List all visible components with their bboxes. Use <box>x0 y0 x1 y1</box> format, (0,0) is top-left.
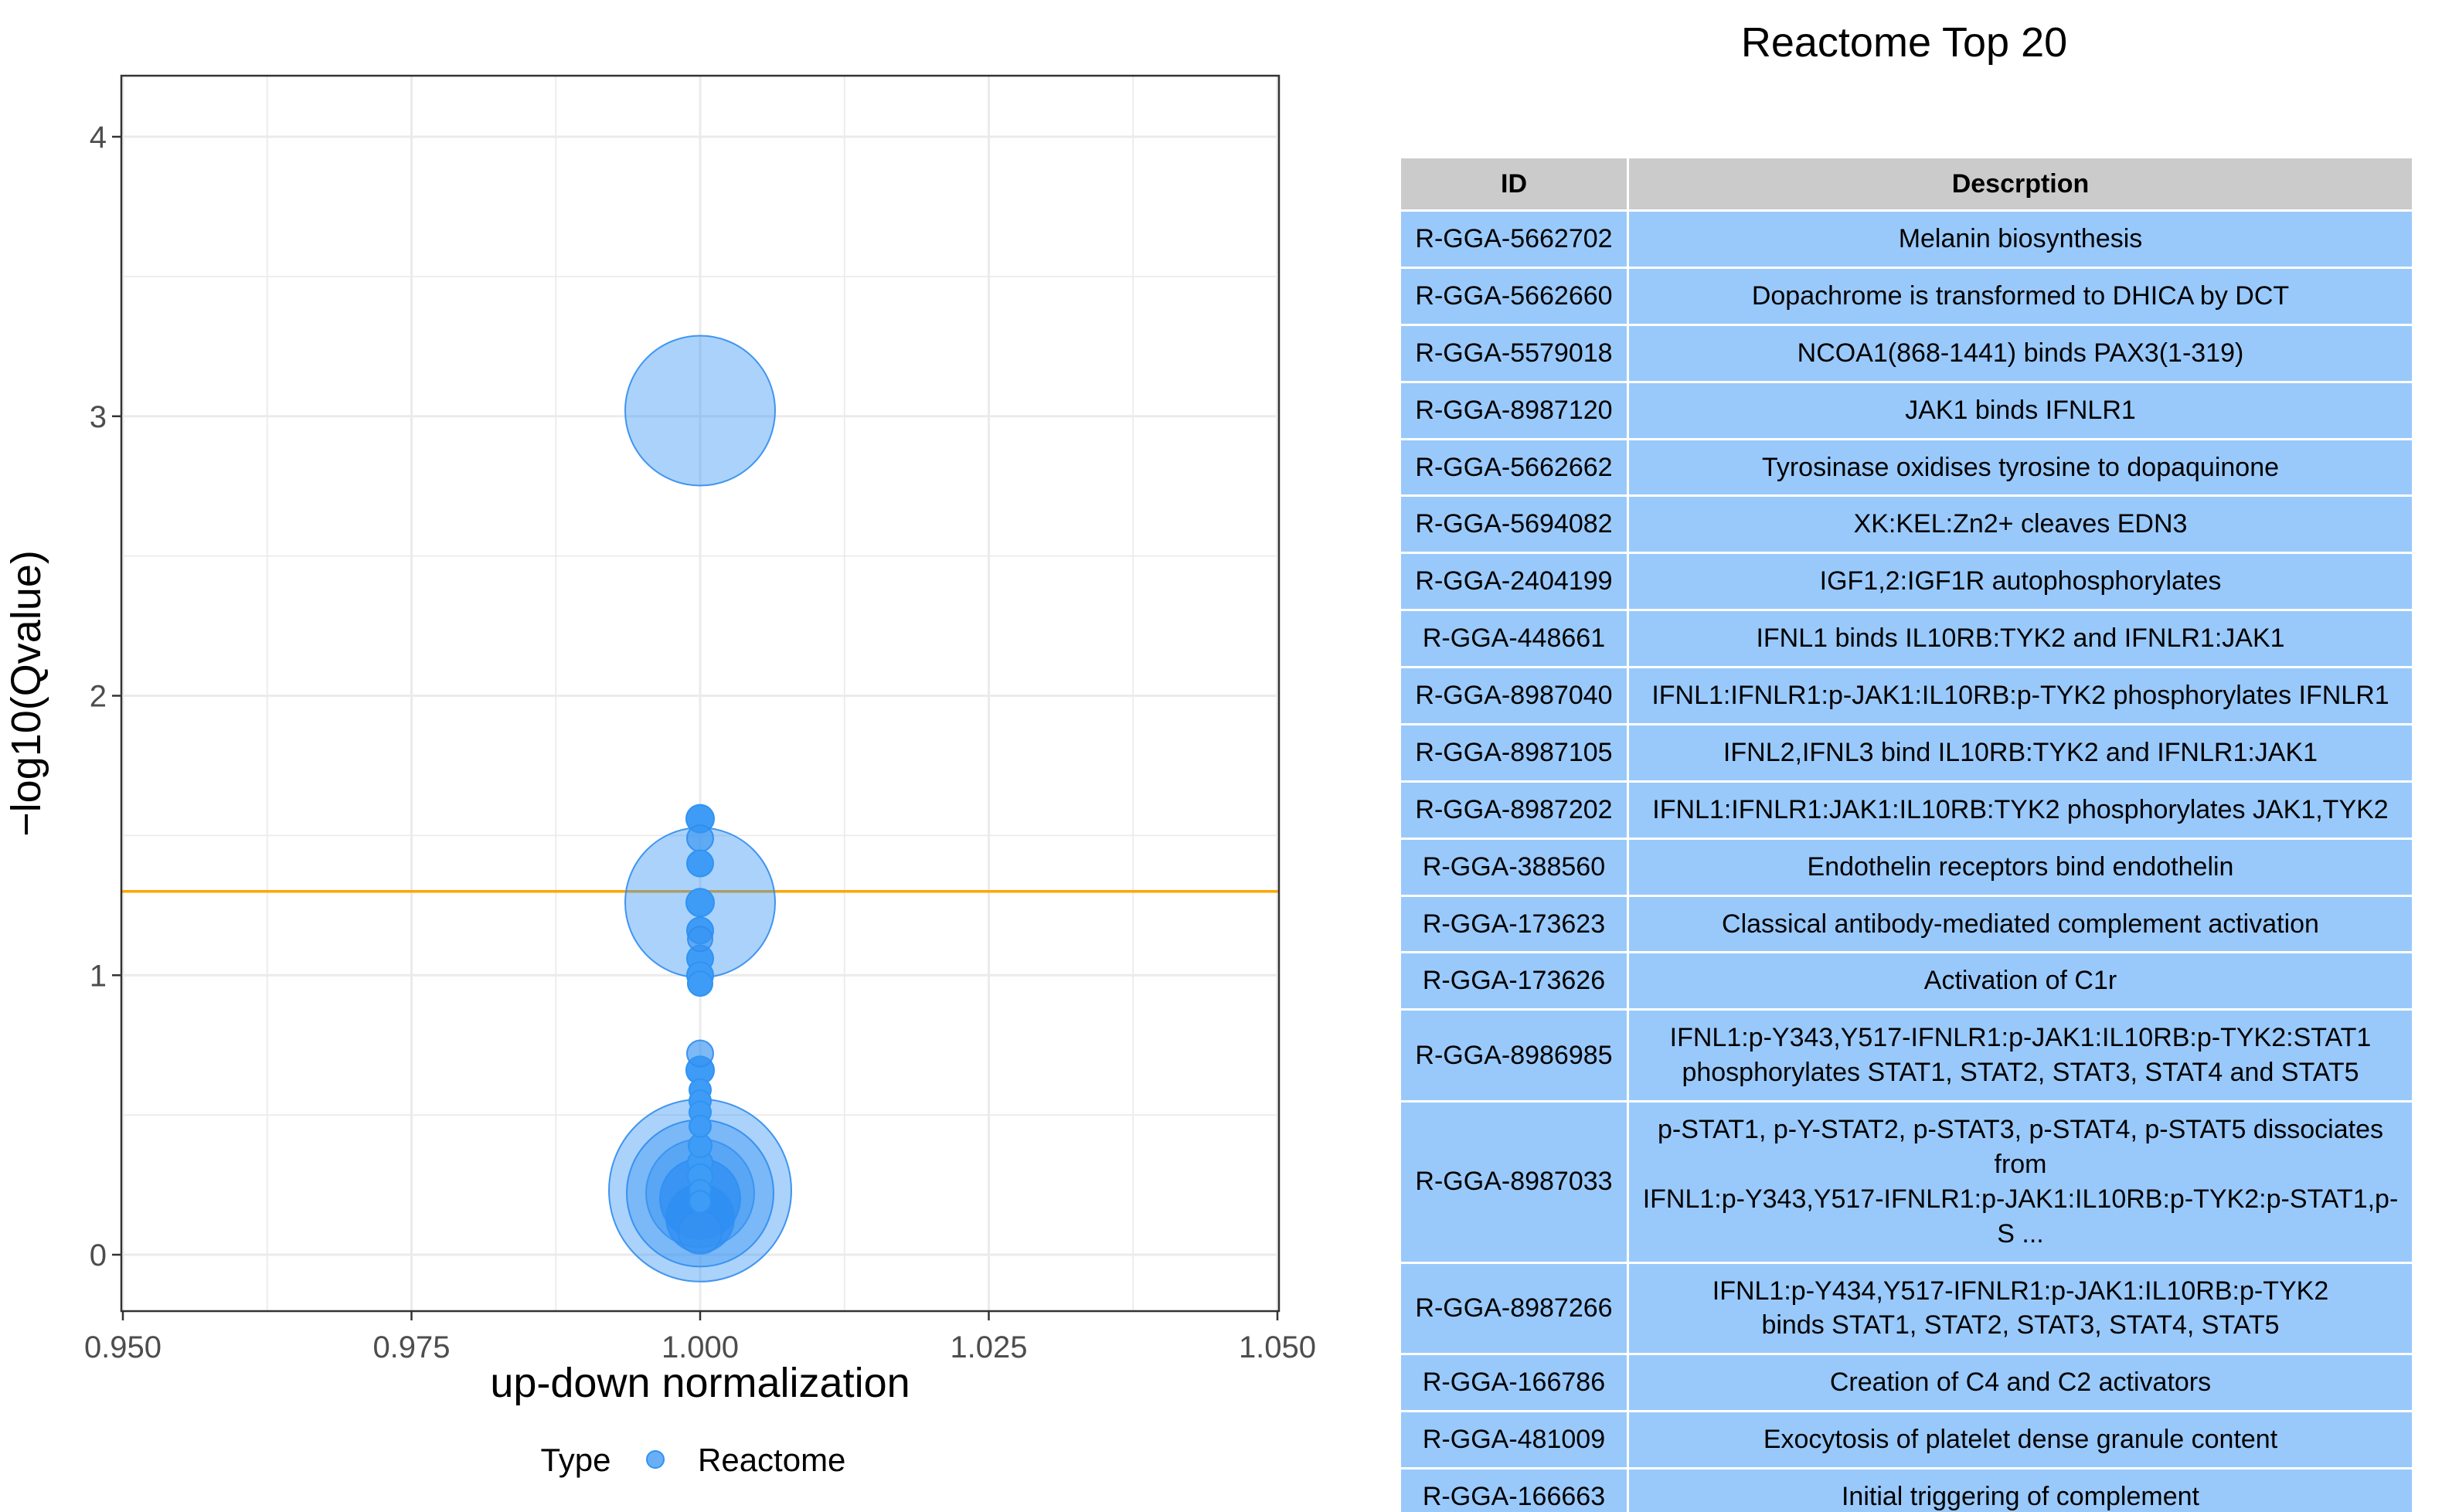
table-row: R-GGA-8987266 IFNL1:p-Y434,Y517-IFNLR1:p-… <box>1401 1263 2412 1354</box>
bubble <box>685 888 715 918</box>
enrichment-bubble-chart: 0.950 0.975 1.000 1.025 1.050 0 1 2 3 4 up-down no… <box>3 74 1316 1478</box>
cell-description: Exocytosis of platelet dense granule con… <box>1629 1412 2412 1467</box>
x-tick-label: 0.975 <box>372 1330 450 1364</box>
cell-description: IFNL1:p-Y434,Y517-IFNLR1:p-JAK1:IL10RB:p… <box>1629 1263 2412 1354</box>
bubble <box>686 824 714 852</box>
y-tick-label: 0 <box>90 1238 107 1272</box>
cell-id: R-GGA-8987202 <box>1401 782 1627 838</box>
legend-entry-reactome: Reactome <box>698 1442 845 1478</box>
y-tick-label: 4 <box>90 121 107 155</box>
table-row: R-GGA-5662660 Dopachrome is transformed t… <box>1401 268 2412 324</box>
table-row: R-GGA-5662662 Tyrosinase oxidises tyrosin… <box>1401 440 2412 495</box>
table-row: R-GGA-8987120 JAK1 binds IFNLR1 <box>1401 382 2412 438</box>
cell-id: R-GGA-166786 <box>1401 1355 1627 1411</box>
cell-description: IFNL1:p-Y343,Y517-IFNLR1:p-JAK1:IL10RB:p… <box>1629 1011 2412 1100</box>
y-tick-label: 2 <box>90 680 107 714</box>
legend-point-icon <box>646 1450 665 1469</box>
table-row: R-GGA-2404199 IGF1,2:IGF1R autophosphoryl… <box>1401 554 2412 610</box>
cell-id: R-GGA-388560 <box>1401 839 1627 895</box>
cell-id: R-GGA-8987120 <box>1401 382 1627 438</box>
cell-id: R-GGA-8987040 <box>1401 668 1627 723</box>
bubble <box>686 849 714 878</box>
bubble <box>689 1190 712 1214</box>
cell-description: Endothelin receptors bind endothelin <box>1629 839 2412 895</box>
cell-id: R-GGA-8987105 <box>1401 725 1627 780</box>
cell-id: R-GGA-166663 <box>1401 1470 1627 1512</box>
y-tick-label: 1 <box>90 959 107 993</box>
reactome-table: ID Descrption R-GGA-5662702 Melanin biosy… <box>1399 156 2414 1512</box>
table-row: R-GGA-166786 Creation of C4 and C2 activa… <box>1401 1355 2412 1411</box>
table-row: R-GGA-173623 Classical antibody-mediated … <box>1401 896 2412 952</box>
cell-id: R-GGA-481009 <box>1401 1412 1627 1467</box>
x-tick-label: 1.050 <box>1239 1330 1316 1364</box>
table-row: R-GGA-8986985 IFNL1:p-Y343,Y517-IFNLR1:p-… <box>1401 1011 2412 1100</box>
bubble <box>678 1210 723 1255</box>
cell-description: XK:KEL:Zn2+ cleaves EDN3 <box>1629 497 2412 552</box>
table-row: R-GGA-8987202 IFNL1:IFNLR1:JAK1:IL10RB:TY… <box>1401 782 2412 838</box>
table-row: R-GGA-8987040 IFNL1:IFNLR1:p-JAK1:IL10RB:… <box>1401 668 2412 723</box>
table-body: R-GGA-5662702 Melanin biosynthesis R-GGA-5… <box>1401 212 2412 1512</box>
col-header-id: ID <box>1401 158 1627 209</box>
cell-description: Tyrosinase oxidises tyrosine to dopaquin… <box>1629 440 2412 495</box>
cell-description: Creation of C4 and C2 activators <box>1629 1355 2412 1411</box>
legend-title: Type <box>540 1442 610 1478</box>
bubble <box>687 970 713 997</box>
cell-id: R-GGA-5662660 <box>1401 268 1627 324</box>
cell-description: Activation of C1r <box>1629 953 2412 1009</box>
table-row: R-GGA-5662702 Melanin biosynthesis <box>1401 212 2412 267</box>
cell-id: R-GGA-5662702 <box>1401 212 1627 267</box>
table-title: Reactome Top 20 <box>1740 19 2068 66</box>
cell-description: Classical antibody-mediated complement a… <box>1629 896 2412 952</box>
table-row: R-GGA-166663 Initial triggering of comple… <box>1401 1470 2412 1512</box>
cell-description: IGF1,2:IGF1R autophosphorylates <box>1629 554 2412 610</box>
cell-id: R-GGA-2404199 <box>1401 554 1627 610</box>
cell-description: Dopachrome is transformed to DHICA by DC… <box>1629 268 2412 324</box>
table-row: R-GGA-388560 Endothelin receptors bind en… <box>1401 839 2412 895</box>
table-row: R-GGA-8987033 p-STAT1, p-Y-STAT2, p-STAT3… <box>1401 1103 2412 1262</box>
cell-description: NCOA1(868-1441) binds PAX3(1-319) <box>1629 325 2412 381</box>
cell-description: JAK1 binds IFNLR1 <box>1629 382 2412 438</box>
x-axis-title: up-down normalization <box>490 1360 910 1406</box>
cell-description: IFNL1 binds IL10RB:TYK2 and IFNLR1:JAK1 <box>1629 611 2412 666</box>
table-header-row: ID Descrption <box>1401 158 2412 209</box>
x-tick-label: 1.025 <box>950 1330 1027 1364</box>
bubble <box>624 335 776 487</box>
cell-id: R-GGA-5662662 <box>1401 440 1627 495</box>
cell-id: R-GGA-5694082 <box>1401 497 1627 552</box>
table-row: R-GGA-448661 IFNL1 binds IL10RB:TYK2 and … <box>1401 611 2412 666</box>
cell-description: IFNL2,IFNL3 bind IL10RB:TYK2 and IFNLR1:… <box>1629 725 2412 780</box>
cell-description: IFNL1:IFNLR1:p-JAK1:IL10RB:p-TYK2 phosph… <box>1629 668 2412 723</box>
cell-description: Initial triggering of complement <box>1629 1470 2412 1512</box>
table-row: R-GGA-8987105 IFNL2,IFNL3 bind IL10RB:TYK… <box>1401 725 2412 780</box>
cell-id: R-GGA-8987266 <box>1401 1263 1627 1354</box>
col-header-description: Descrption <box>1629 158 2412 209</box>
table-row: R-GGA-5694082 XK:KEL:Zn2+ cleaves EDN3 <box>1401 497 2412 552</box>
cell-id: R-GGA-173623 <box>1401 896 1627 952</box>
y-axis-title: −log10(Qvalue) <box>3 550 49 837</box>
cell-description: p-STAT1, p-Y-STAT2, p-STAT3, p-STAT4, p-… <box>1629 1103 2412 1262</box>
cell-id: R-GGA-5579018 <box>1401 325 1627 381</box>
cell-id: R-GGA-448661 <box>1401 611 1627 666</box>
x-tick-label: 1.000 <box>662 1330 739 1364</box>
cell-id: R-GGA-173626 <box>1401 953 1627 1009</box>
cell-id: R-GGA-8986985 <box>1401 1011 1627 1100</box>
cell-description: IFNL1:IFNLR1:JAK1:IL10RB:TYK2 phosphoryl… <box>1629 782 2412 838</box>
table-row: R-GGA-481009 Exocytosis of platelet dense… <box>1401 1412 2412 1467</box>
table-row: R-GGA-173626 Activation of C1r <box>1401 953 2412 1009</box>
bubble <box>689 1114 712 1138</box>
y-tick-label: 3 <box>90 400 107 434</box>
table-row: R-GGA-5579018 NCOA1(868-1441) binds PAX3(… <box>1401 325 2412 381</box>
x-tick-label: 0.950 <box>84 1330 162 1364</box>
cell-id: R-GGA-8987033 <box>1401 1103 1627 1262</box>
bubble <box>687 926 713 953</box>
bubble <box>686 1039 714 1068</box>
cell-description: Melanin biosynthesis <box>1629 212 2412 267</box>
